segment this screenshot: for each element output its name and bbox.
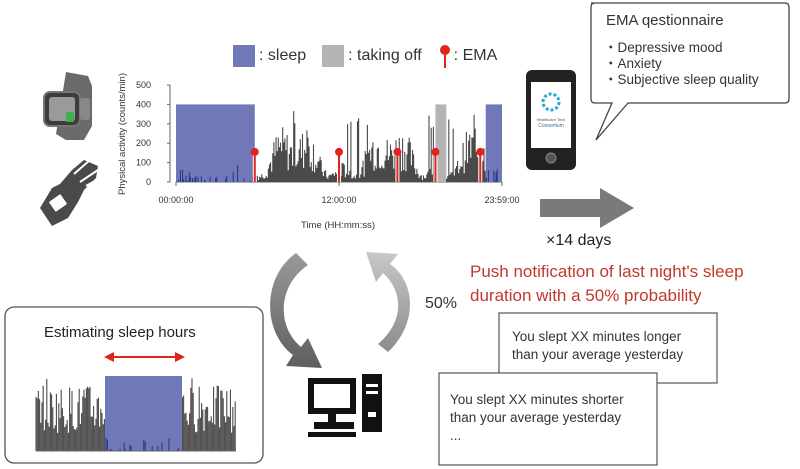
- ema-pin-icon: [439, 45, 450, 68]
- legend-sleep: : sleep: [233, 45, 306, 67]
- taking-off-period: [435, 104, 447, 182]
- legend-taking-off: : taking off: [322, 45, 422, 67]
- estimating-title: Estimating sleep hours: [44, 324, 196, 341]
- x-axis-title: Time (HH:mm:ss): [301, 220, 375, 231]
- ema-marker: [476, 147, 485, 182]
- push-notification-line2: duration with a 50% probability: [470, 286, 702, 305]
- mini-activity-bars: [35, 378, 236, 451]
- ema-questionnaire-callout: [590, 2, 790, 141]
- duration-label: ×14 days: [546, 232, 612, 249]
- ema-box-title: EMA qestionnaire: [606, 12, 724, 29]
- message-shorter-line3: ...: [450, 428, 462, 443]
- x-tick-label: 23:59:00: [484, 195, 519, 205]
- sleep-period: [485, 104, 502, 182]
- y-tick-label: 300: [136, 119, 151, 129]
- sleep-period: [176, 104, 255, 182]
- y-tick-label: 500: [136, 80, 151, 90]
- legend-taking-off-label: : taking off: [348, 47, 422, 64]
- message-longer-line1: You slept XX minutes longer: [512, 329, 682, 344]
- legend-ema-label: : EMA: [453, 47, 498, 64]
- smartwatch-icon: [43, 72, 92, 140]
- ema-marker: [250, 147, 259, 182]
- y-axis-title: Physical activity (counts/min): [117, 73, 128, 195]
- ema-item: ・Subjective sleep quality: [604, 72, 759, 87]
- y-tick-label: 0: [146, 177, 151, 187]
- y-tick-label: 100: [136, 158, 151, 168]
- ema-marker: [431, 147, 440, 182]
- ema-marker: [335, 147, 343, 182]
- legend-ema: : EMA: [438, 44, 498, 68]
- cycle-arrow-down: [270, 253, 322, 368]
- y-tick-label: 200: [136, 138, 151, 148]
- ema-marker: [393, 147, 402, 182]
- taking-off-swatch: [322, 45, 345, 67]
- activity-chart: 0 100 200 300 400 500 00:00:00 12:00:00 23:59:0…: [117, 73, 520, 231]
- ema-item: ・Depressive mood: [604, 40, 723, 55]
- wrist-icon: [40, 159, 101, 226]
- message-shorter-box: [438, 372, 658, 466]
- x-tick-label: 12:00:00: [321, 195, 356, 205]
- message-longer-line2: than your average yesterday: [512, 347, 684, 362]
- sleep-swatch: [233, 45, 255, 67]
- push-notification-line1: Push notification of last night's sleep: [470, 262, 744, 281]
- mini-sleep-period: [105, 376, 182, 451]
- smartphone-icon: Healthcare Tech Consortium: [526, 70, 576, 170]
- phone-app-name-line1: Healthcare Tech: [537, 117, 566, 122]
- y-tick-label: 400: [136, 99, 151, 109]
- sleep-duration-arrow: [104, 352, 185, 362]
- ema-item: ・Anxiety: [604, 56, 662, 71]
- computer-icon: [308, 374, 382, 437]
- message-shorter-line2: than your average yesterday: [450, 410, 622, 425]
- x-tick-label: 00:00:00: [158, 195, 193, 205]
- ema-items-list: ・Depressive mood ・Anxiety ・Subjective slee…: [604, 40, 759, 88]
- legend-sleep-label: : sleep: [259, 47, 307, 64]
- phone-app-name-line2: Consortium: [538, 123, 564, 129]
- right-arrow: [540, 188, 634, 228]
- message-shorter-line1: You slept XX minutes shorter: [450, 392, 624, 407]
- activity-bars-awake: [254, 111, 486, 182]
- cycle-arrow-up: [366, 252, 410, 352]
- probability-label: 50%: [425, 295, 458, 312]
- chart-legend: : sleep : taking off : EMA: [233, 44, 513, 68]
- mini-activity-chart: [35, 376, 236, 452]
